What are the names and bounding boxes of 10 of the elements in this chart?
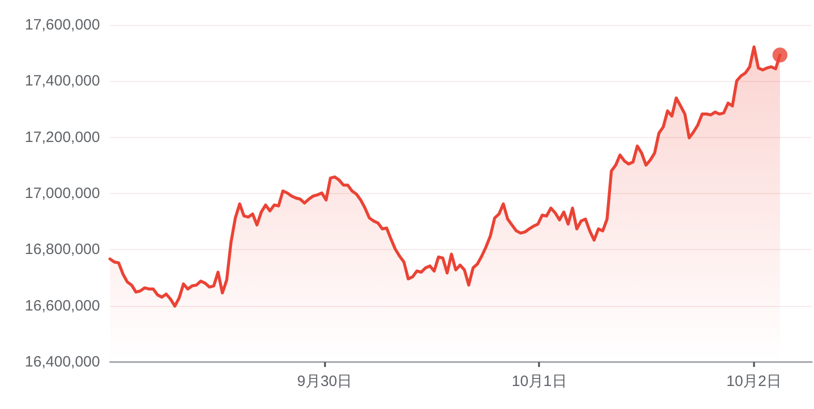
x-tick-label: 10月2日 [726,373,782,390]
y-tick-label: 16,800,000 [24,241,100,258]
y-tick-label: 16,400,000 [24,354,100,370]
y-tick-label: 17,200,000 [24,128,100,146]
y-tick-label: 17,000,000 [24,185,100,202]
y-tick-label: 17,600,000 [24,16,100,34]
y-tick-label: 16,600,000 [24,297,100,314]
y-tick-label: 17,400,000 [24,72,100,90]
x-tick-label: 10月1日 [512,373,567,390]
x-tick-label: 9月30日 [297,373,352,390]
